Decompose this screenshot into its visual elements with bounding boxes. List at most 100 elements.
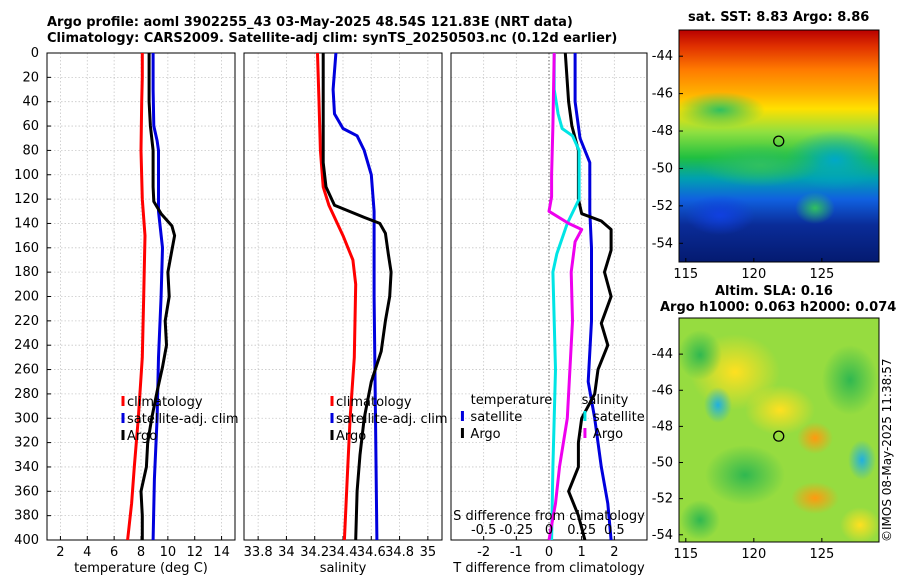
sla-feature-4 xyxy=(791,482,839,514)
legend-label-temperature-2: Argo xyxy=(127,429,157,444)
sla-feature-5 xyxy=(704,387,732,423)
sla-feature-10 xyxy=(680,500,720,540)
xlabel-temperature: temperature (deg C) xyxy=(74,561,208,576)
ytick-label-5: 100 xyxy=(14,168,39,183)
sla-lat-label-1: -46 xyxy=(652,383,673,398)
xtick-label-salinity-1: 34 xyxy=(278,545,295,560)
xtick-label-difference-2: 0 xyxy=(545,545,553,560)
ytick-label-0: 0 xyxy=(31,46,39,61)
ytick-label-7: 140 xyxy=(14,216,39,231)
legend-title-t: temperature xyxy=(471,393,553,408)
ytick-label-19: 380 xyxy=(14,509,39,524)
axes-sst: -44 -46 -48 -50 -52 -54 115 120 125 xyxy=(652,49,835,282)
ytick-label-1: 20 xyxy=(22,70,39,85)
ytick-label-11: 220 xyxy=(14,314,39,329)
ytick-label-17: 340 xyxy=(14,460,39,475)
xtick-label-temperature-2: 6 xyxy=(110,545,118,560)
x2tick-label-4: 0.5 xyxy=(604,523,625,538)
ytick-label-9: 180 xyxy=(14,265,39,280)
xtick-label-temperature-5: 12 xyxy=(186,545,203,560)
series-temperature-satellite-adj-clim xyxy=(151,53,164,541)
xtick-label-temperature-0: 2 xyxy=(56,545,64,560)
sst-map-frame xyxy=(678,29,880,263)
ytick-label-18: 360 xyxy=(14,484,39,499)
xtick-label-temperature-1: 4 xyxy=(83,545,91,560)
xtick-label-temperature-6: 14 xyxy=(213,545,230,560)
ytick-label-2: 40 xyxy=(22,95,39,110)
sla-map-title-2: Argo h1000: 0.063 h2000: 0.074 xyxy=(660,300,897,315)
xlabel-salinity: salinity xyxy=(320,561,367,576)
sla-feature-11 xyxy=(840,507,879,542)
xtick-label-difference-1: -1 xyxy=(510,545,523,560)
sla-argo-marker xyxy=(773,430,785,442)
xtick-label-difference-0: -2 xyxy=(477,545,490,560)
series-temperature-argo xyxy=(139,53,177,540)
legend-label-t-1: Argo xyxy=(470,427,500,442)
sla-feature-2 xyxy=(745,385,815,435)
ytick-label-12: 240 xyxy=(14,338,39,353)
xtick-label-difference-4: 2 xyxy=(610,545,618,560)
sst-lat-label-5: -54 xyxy=(652,236,673,251)
sla-lon-label-1: 120 xyxy=(741,547,766,562)
xtick-label-salinity-6: 35 xyxy=(420,545,437,560)
sla-lat-label-5: -54 xyxy=(652,528,673,543)
sla-feature-9 xyxy=(848,440,876,480)
sst-lat-label-2: -48 xyxy=(652,124,673,139)
sst-lat-label-3: -50 xyxy=(652,161,673,176)
ytick-label-15: 300 xyxy=(14,411,39,426)
sst-lon-label-0: 115 xyxy=(673,267,698,282)
series-difference-s-argo xyxy=(547,52,584,541)
sla-lat-label-4: -52 xyxy=(652,492,673,507)
sla-lon-label-2: 125 xyxy=(809,547,834,562)
series-difference-t-satellite xyxy=(573,53,613,541)
panel-difference: -2 -1 0 1 2T difference from climatology S di… xyxy=(450,52,648,576)
xtick-label-salinity-5: 34.8 xyxy=(385,545,414,560)
legend-label-salinity-1: satellite-adj. clim xyxy=(336,412,448,427)
xtick-label-temperature-4: 10 xyxy=(160,545,177,560)
sst-lat-label-1: -46 xyxy=(652,87,673,102)
sst-map xyxy=(678,29,880,263)
ytick-label-4: 80 xyxy=(22,143,39,158)
legend-title-s: salinity xyxy=(582,393,629,408)
sla-feature-3 xyxy=(797,422,833,454)
xlabel-difference: T difference from climatology xyxy=(452,561,645,576)
figure-title-line1: Argo profile: aoml 3902255_43 03-May-202… xyxy=(47,15,573,30)
sla-map-title-1: Altim. SLA: 0.16 xyxy=(715,284,833,299)
series-salinity-argo xyxy=(321,53,393,541)
sst-map-title: sat. SST: 8.83 Argo: 8.86 xyxy=(688,10,870,25)
sst-argo-marker xyxy=(773,135,785,147)
ytick-label-3: 60 xyxy=(22,119,39,134)
series-salinity-climatology xyxy=(316,52,358,541)
ytick-label-6: 120 xyxy=(14,192,39,207)
legend-label-s-1: Argo xyxy=(593,427,623,442)
legend-label-salinity-0: climatology xyxy=(336,395,412,410)
panel-salinity: 33.8 34 34.2 34.4 34.6 34.8 35 salinity climatol… xyxy=(243,52,448,576)
ytick-label-10: 200 xyxy=(14,290,39,305)
series-salinity-satellite-adj-clim xyxy=(331,52,379,541)
x2tick-label-3: 0.25 xyxy=(567,523,596,538)
sst-feature-1 xyxy=(679,92,765,128)
sst-lon-label-2: 125 xyxy=(809,267,834,282)
sla-lat-label-0: -44 xyxy=(652,347,673,362)
sst-lat-label-0: -44 xyxy=(652,49,673,64)
sst-feature-4 xyxy=(795,192,835,224)
ytick-label-13: 260 xyxy=(14,363,39,378)
x2label: S difference from climatology xyxy=(453,509,645,524)
legend-label-salinity-2: Argo xyxy=(336,429,366,444)
legend-label-temperature-0: climatology xyxy=(127,395,203,410)
sla-map xyxy=(678,317,880,543)
xtick-label-salinity-2: 34.2 xyxy=(300,545,329,560)
x2tick-label-1: -0.25 xyxy=(500,523,534,538)
ytick-label-14: 280 xyxy=(14,387,39,402)
ytick-label-20: 400 xyxy=(14,533,39,548)
xtick-label-salinity-4: 34.6 xyxy=(357,545,386,560)
legend-label-t-0: satellite xyxy=(470,410,522,425)
sst-lat-label-4: -52 xyxy=(652,199,673,214)
x2tick-label-0: -0.5 xyxy=(471,523,496,538)
xtick-label-salinity-3: 34.4 xyxy=(329,545,358,560)
sla-lat-label-3: -50 xyxy=(652,456,673,471)
sla-feature-6 xyxy=(679,330,722,380)
sla-feature-7 xyxy=(822,345,878,415)
